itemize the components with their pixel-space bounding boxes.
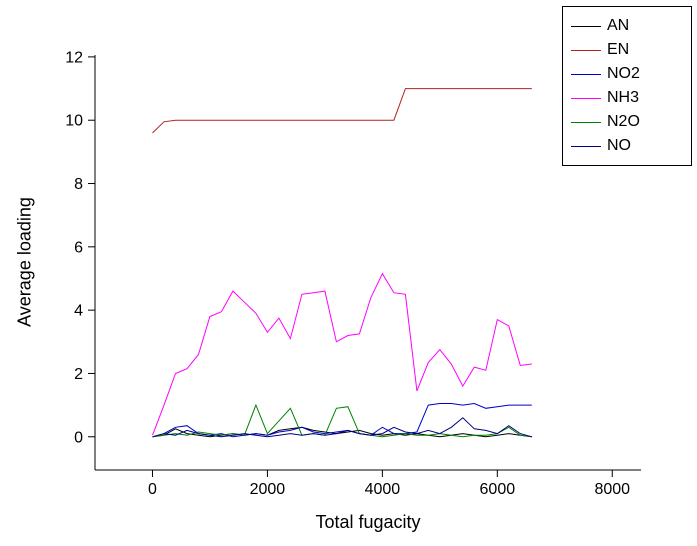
legend-item-NO: NO <box>571 134 691 158</box>
legend-item-NO2: NO2 <box>571 62 691 86</box>
y-tick-label: 4 <box>74 303 83 320</box>
legend-label-EN: EN <box>607 41 630 58</box>
chart-legend: AN EN NO2 NH3 N2O NO <box>562 6 692 166</box>
series-line-NH3 <box>152 272 532 436</box>
x-tick-label: 2000 <box>250 481 286 498</box>
legend-line-swatch-NO <box>571 145 601 147</box>
legend-item-AN: AN <box>571 14 691 38</box>
legend-label-NH3: NH3 <box>607 89 640 106</box>
series-line-EN <box>152 88 532 134</box>
x-axis-label: Total fugacity <box>315 512 421 532</box>
legend-line-swatch-N2O <box>571 121 601 123</box>
x-tick-label: 6000 <box>480 481 516 498</box>
y-tick-label: 2 <box>74 366 83 383</box>
legend-item-EN: EN <box>571 38 691 62</box>
y-tick-label: 8 <box>74 176 83 193</box>
y-axis-label: Average loading <box>14 197 35 327</box>
series-line-N2O <box>152 403 532 438</box>
x-tick-label: 8000 <box>594 481 630 498</box>
legend-line-swatch-NH3 <box>571 97 601 99</box>
legend-item-NH3: NH3 <box>571 86 691 110</box>
y-tick-label: 10 <box>65 113 83 130</box>
legend-line-swatch-EN <box>571 49 601 51</box>
legend-label-NO: NO <box>607 137 631 154</box>
legend-label-N2O: N2O <box>607 113 640 130</box>
legend-item-N2O: N2O <box>571 110 691 134</box>
y-tick-label: 6 <box>74 239 83 256</box>
y-tick-label: 12 <box>65 49 83 66</box>
y-tick-label: 0 <box>74 429 83 446</box>
legend-label-AN: AN <box>607 17 630 34</box>
legend-label-NO2: NO2 <box>607 65 640 82</box>
x-tick-label: 0 <box>148 481 157 498</box>
series-line-NO <box>152 417 532 438</box>
legend-line-swatch-AN <box>571 25 601 27</box>
legend-line-swatch-NO2 <box>571 73 601 75</box>
x-tick-label: 4000 <box>365 481 401 498</box>
